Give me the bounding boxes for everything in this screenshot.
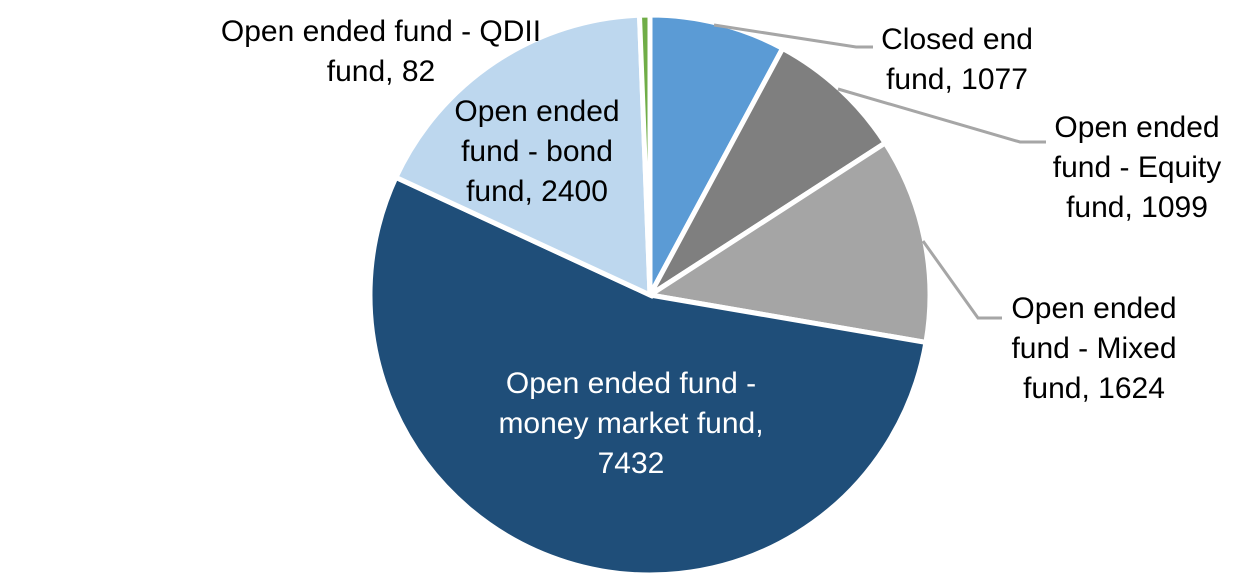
pie-slice-open-ended-fund-qdii-fund: [636, 12, 653, 296]
pie-slice-open-ended-fund-mixed-fund: [643, 139, 933, 346]
leader-line-open-ended-fund-mixed-fund: [921, 240, 1002, 320]
pie-slice-closed-end-fund: [647, 12, 787, 297]
pie-slice-open-ended-fund-money-market-fund: [367, 174, 929, 578]
leader-line-closed-end-fund: [713, 23, 873, 49]
leader-line-open-ended-fund-equity-fund: [837, 87, 1046, 144]
pie-slice-open-ended-fund-bond-fund: [392, 12, 653, 299]
